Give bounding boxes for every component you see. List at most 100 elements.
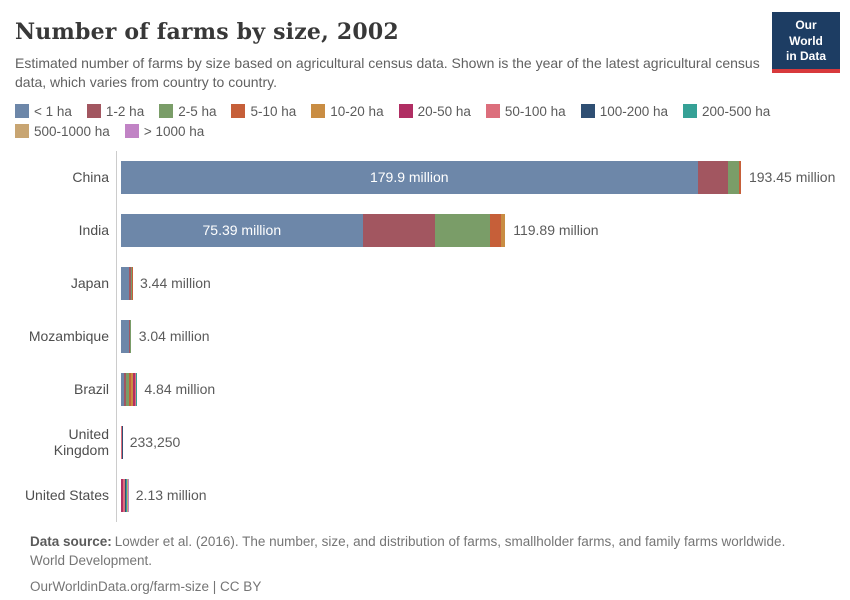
- chart-row: India 75.39 million 119.89 million: [15, 203, 835, 257]
- bar-segment-20-50-ha[interactable]: [121, 478, 124, 512]
- legend-swatch-icon: [580, 104, 595, 119]
- legend-item-500-1000-ha[interactable]: 500-1000 ha: [15, 124, 110, 139]
- legend-label: 10-20 ha: [330, 103, 384, 119]
- legend-swatch-icon: [124, 124, 139, 139]
- bar-total-label: 193.45 million: [748, 169, 836, 186]
- bar-segment-1-ha[interactable]: [121, 160, 698, 194]
- legend-item-20-50-ha[interactable]: 20-50 ha: [398, 104, 471, 119]
- chart-title: Number of farms by size, 2002: [15, 19, 399, 45]
- bar-segment-20-50-ha[interactable]: [132, 372, 135, 406]
- legend-item-200-500-ha[interactable]: 200-500 ha: [683, 104, 770, 119]
- bar-segment-5-10-ha[interactable]: [490, 213, 502, 247]
- bar-segment-50-100-ha[interactable]: [123, 478, 125, 512]
- bar-segment-10-20-ha[interactable]: [501, 213, 506, 247]
- bar-segment-200-500-ha[interactable]: [126, 478, 128, 512]
- legend-swatch-icon: [159, 104, 174, 119]
- bar-total-label: 119.89 million: [513, 222, 599, 239]
- bar-segment-2-5-ha[interactable]: [435, 213, 491, 247]
- bar-japan[interactable]: [121, 266, 132, 300]
- bar-segment-1-ha[interactable]: [121, 266, 129, 300]
- bar-united-states[interactable]: [121, 478, 128, 512]
- bar-track: 179.9 million 193.45 million: [116, 150, 836, 204]
- country-label-india: India: [78, 222, 109, 239]
- country-label-brazil: Brazil: [73, 381, 109, 398]
- legend-swatch-icon: [231, 104, 246, 119]
- legend-item-5-10-ha[interactable]: 5-10 ha: [231, 104, 296, 119]
- bar-segment-1-ha[interactable]: [121, 213, 363, 247]
- bar-segment-2-5-ha[interactable]: [728, 160, 739, 194]
- bar-track: 2.13 million: [116, 468, 835, 522]
- legend-swatch-icon: [311, 104, 326, 119]
- bar-segment-5-10-ha[interactable]: [738, 160, 741, 194]
- bar-total-label: 2.13 million: [135, 487, 207, 504]
- legend-item-100-200-ha[interactable]: 100-200 ha: [580, 103, 668, 119]
- legend-swatch-icon: [86, 104, 101, 119]
- owid-logo[interactable]: Our World in Data: [772, 12, 840, 73]
- bar-track: 4.84 million: [116, 362, 835, 416]
- bar-segment-1-2-ha[interactable]: [697, 160, 729, 194]
- legend-label: 50-100 ha: [504, 103, 566, 119]
- bar-segment-5-10-ha[interactable]: [128, 372, 132, 406]
- legend-label: > 1000 ha: [143, 123, 205, 139]
- country-label-china: China: [72, 169, 109, 186]
- chart-row: United Kingdom 233,250: [15, 415, 835, 469]
- bar-segment-1-2-ha[interactable]: [362, 213, 436, 247]
- bar-mozambique[interactable]: [121, 319, 131, 353]
- legend-item-10-20-ha[interactable]: 10-20 ha: [311, 103, 384, 119]
- country-label-japan: Japan: [70, 275, 109, 292]
- bar-segment-2-5-ha[interactable]: [130, 319, 131, 353]
- legend-item-1-2-ha[interactable]: 1-2 ha: [86, 103, 145, 119]
- bar-china[interactable]: 179.9 million: [121, 160, 741, 194]
- chart-row: China 179.9 million 193.45 million: [15, 150, 836, 204]
- legend-item-50-100-ha[interactable]: 50-100 ha: [485, 103, 566, 119]
- bar-segment-2-5-ha[interactable]: [125, 372, 129, 406]
- bar-segment-100-200-ha[interactable]: [124, 478, 127, 512]
- legend: < 1 ha 1-2 ha 2-5 ha 5-10 ha 10-20 ha 20-50 h…: [15, 104, 805, 139]
- legend-label: 5-10 ha: [250, 103, 297, 119]
- footer-source-line: Data source: Lowder et al. (2016). The nu…: [30, 532, 820, 571]
- legend-label: < 1 ha: [34, 103, 72, 119]
- chart-row: Brazil 4.84 million: [15, 362, 835, 416]
- country-label-united-kingdom: United Kingdom: [53, 426, 109, 459]
- legend-swatch-icon: [15, 124, 29, 139]
- bar-united-kingdom[interactable]: [121, 425, 122, 459]
- bar-track: 75.39 million 119.89 million: [116, 203, 835, 257]
- footer-citation[interactable]: OurWorldinData.org/farm-size | CC BY: [30, 578, 262, 594]
- bar-india[interactable]: 75.39 million: [121, 213, 506, 247]
- bar-total-label: 3.44 million: [140, 275, 211, 292]
- bar-segment-1-ha[interactable]: [121, 372, 125, 406]
- data-source-label: Data source:: [30, 533, 112, 549]
- chart-row: United States 2.13 million: [15, 468, 835, 522]
- bar-brazil[interactable]: [121, 372, 137, 406]
- legend-swatch-icon: [683, 104, 697, 119]
- chart-area: China 179.9 million 193.45 million India 75.…: [15, 150, 836, 522]
- bar-segment-1-ha[interactable]: [121, 319, 129, 353]
- bar-segment-1-2-ha[interactable]: [128, 319, 131, 353]
- bar-segment-1-2-ha[interactable]: [129, 266, 131, 300]
- country-label-mozambique: Mozambique: [28, 328, 109, 345]
- bar-segment-1-2-ha[interactable]: [124, 372, 126, 406]
- legend-item-1000-ha[interactable]: > 1000 ha: [124, 123, 205, 139]
- bar-segment-10-20-ha[interactable]: [131, 372, 133, 406]
- legend-item-2-5-ha[interactable]: 2-5 ha: [159, 104, 216, 119]
- legend-swatch-icon: [15, 104, 29, 119]
- bar-total-label: 4.84 million: [144, 381, 216, 398]
- footer: Data source: Lowder et al. (2016). The nu…: [15, 532, 835, 597]
- chart-rows: China 179.9 million 193.45 million India 75.…: [15, 150, 836, 522]
- bar-segment-50-100-ha[interactable]: [134, 372, 136, 406]
- bar-total-label: 233,250: [129, 434, 181, 451]
- owid-logo-line1: Our World: [789, 18, 823, 48]
- chart-row: Japan 3.44 million: [15, 256, 835, 310]
- chart-subtitle: Estimated number of farms by size based …: [15, 55, 760, 91]
- legend-swatch-icon: [398, 104, 413, 119]
- legend-swatch-icon: [485, 104, 500, 119]
- bar-segment-2-5-ha[interactable]: [130, 266, 132, 300]
- bar-total-label: 3.04 million: [138, 328, 210, 345]
- legend-item-1-ha[interactable]: < 1 ha: [15, 104, 72, 119]
- legend-label: 2-5 ha: [178, 103, 217, 119]
- chart-row: Mozambique 3.04 million: [15, 309, 835, 363]
- owid-logo-line2: in Data: [785, 49, 826, 64]
- legend-label: 100-200 ha: [599, 103, 668, 119]
- legend-label: 1-2 ha: [105, 103, 145, 119]
